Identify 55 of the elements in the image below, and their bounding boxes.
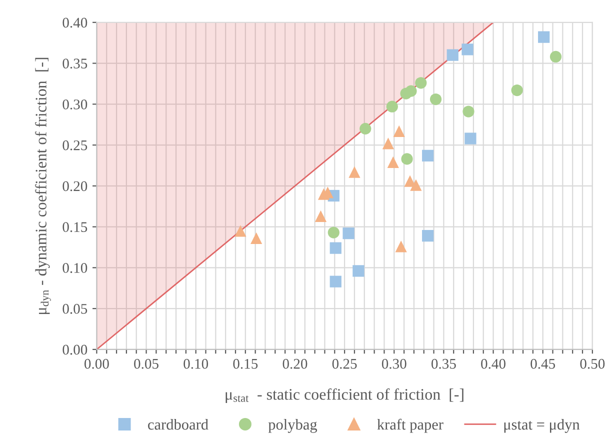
point [422, 150, 434, 162]
y-tick-label: 0.20 [62, 181, 88, 192]
point [511, 84, 523, 96]
point [234, 225, 246, 237]
y-tick-label: 0.15 [62, 222, 88, 232]
point [393, 125, 405, 137]
x-tick-label: 0.10 [184, 358, 208, 369]
y-tick-label: 0.40 [62, 18, 88, 28]
x-tick-label: 0.30 [382, 358, 406, 369]
point [348, 166, 360, 178]
x-axis-title: μ$_{stat}$ - static coefficient of friction [-] [226, 388, 464, 404]
point [328, 226, 340, 238]
point [401, 153, 413, 165]
x-tick-label: 0.35 [431, 358, 456, 369]
point [422, 230, 434, 242]
legend-label: μstat = μdyn [504, 418, 580, 433]
y-tick-label: 0.30 [62, 100, 88, 110]
point [382, 138, 394, 150]
point [314, 210, 327, 222]
x-tick-label: 0.45 [530, 358, 556, 369]
point [395, 240, 407, 252]
point [410, 179, 422, 191]
legend-label: polybag [268, 418, 318, 433]
point [342, 228, 354, 240]
point [538, 31, 550, 43]
x-tick-label: 0.15 [233, 358, 258, 369]
y-tick-label: 0.25 [62, 140, 88, 150]
y-tick-label: 0.35 [62, 58, 88, 69]
x-tick-label: 0.00 [84, 358, 109, 369]
point [415, 77, 427, 89]
point [550, 50, 562, 63]
y-tick-label: 0.10 [62, 263, 88, 273]
point [462, 106, 474, 118]
point [446, 49, 458, 61]
point [330, 276, 342, 288]
legend-label: cardboard [148, 418, 208, 430]
point [360, 122, 372, 134]
point [386, 100, 398, 112]
x-tick-label: 0.50 [580, 358, 605, 369]
point [405, 85, 417, 97]
point [430, 93, 442, 106]
point [330, 242, 342, 254]
x-tick-label: 0.40 [481, 358, 506, 369]
point [464, 132, 476, 144]
x-tick-label: 0.25 [332, 358, 357, 369]
y-tick-label: 0.00 [62, 344, 88, 355]
y-tick-label: 0.05 [62, 304, 88, 314]
point [462, 44, 474, 56]
legend-label: kraft paper [377, 418, 444, 433]
x-tick-label: 0.05 [134, 358, 158, 369]
point [387, 156, 399, 168]
x-tick-label: 0.20 [282, 358, 308, 369]
point [250, 232, 262, 244]
y-axis-title: μ$_{dyn}$ - dynamic coefficient of friction [-] [35, 58, 51, 314]
point [352, 265, 364, 277]
